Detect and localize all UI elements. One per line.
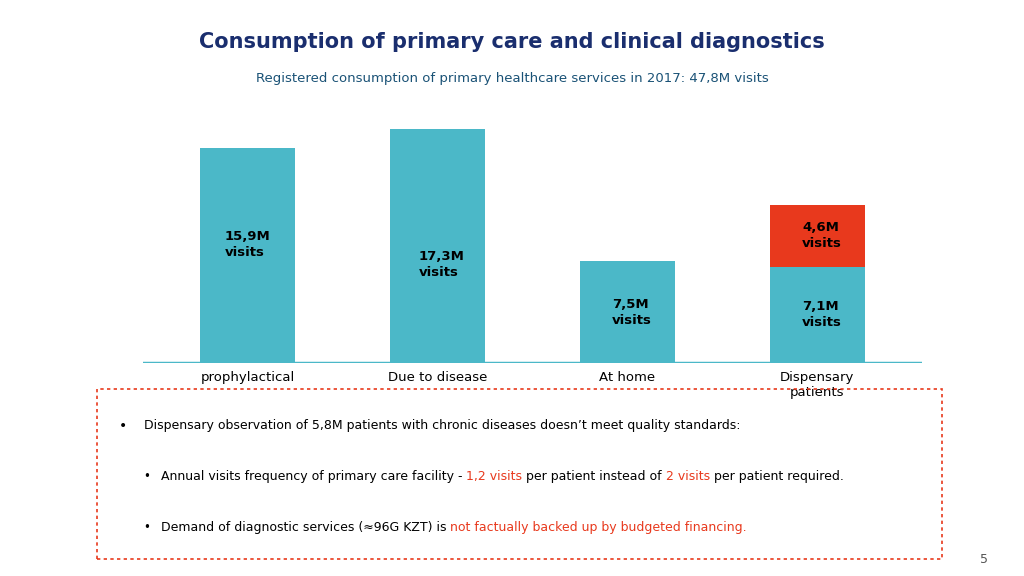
Text: Annual visits frequency of primary care facility -: Annual visits frequency of primary care … — [161, 471, 466, 483]
Bar — [770, 204, 864, 267]
Bar — [580, 262, 675, 363]
Text: 17,3M
visits: 17,3M visits — [419, 250, 465, 279]
Text: Consumption of primary care and clinical diagnostics: Consumption of primary care and clinical… — [199, 32, 825, 52]
Text: Dispensary observation of 5,8M patients with chronic diseases doesn’t meet quali: Dispensary observation of 5,8M patients … — [143, 419, 740, 433]
Text: •: • — [119, 419, 127, 433]
Text: 5: 5 — [980, 552, 988, 566]
Text: per patient required.: per patient required. — [710, 471, 844, 483]
Text: 1,2 visits: 1,2 visits — [466, 471, 522, 483]
Text: not factually backed up by budgeted financing.: not factually backed up by budgeted fina… — [451, 521, 746, 535]
Text: •: • — [143, 521, 151, 535]
Text: per patient instead of: per patient instead of — [522, 471, 666, 483]
Bar — [770, 267, 864, 363]
Text: •: • — [143, 471, 151, 483]
Text: Demand of diagnostic services (≈96G KZT) is: Demand of diagnostic services (≈96G KZT)… — [161, 521, 451, 535]
Text: 7,1M
visits: 7,1M visits — [802, 300, 842, 329]
Text: 2 visits: 2 visits — [666, 471, 710, 483]
Text: 15,9M
visits: 15,9M visits — [225, 230, 270, 259]
Text: 4,6M
visits: 4,6M visits — [802, 221, 842, 250]
Text: Registered consumption of primary healthcare services in 2017: 47,8M visits: Registered consumption of primary health… — [256, 72, 768, 85]
Text: 7,5M
visits: 7,5M visits — [612, 298, 652, 327]
Bar — [201, 147, 295, 363]
Bar — [390, 128, 485, 363]
